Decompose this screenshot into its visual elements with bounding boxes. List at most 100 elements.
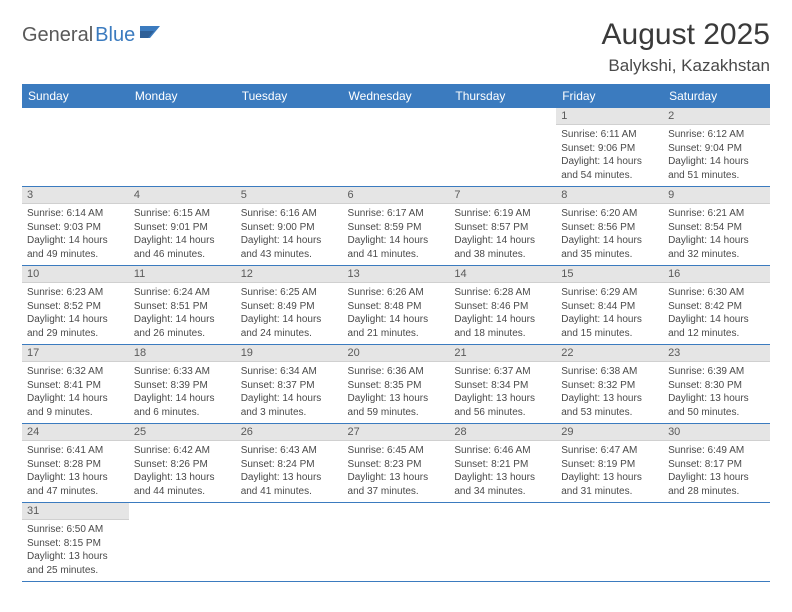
day-cell: 26Sunrise: 6:43 AMSunset: 8:24 PMDayligh…: [236, 424, 343, 503]
day-body: Sunrise: 6:39 AMSunset: 8:30 PMDaylight:…: [663, 362, 770, 423]
sunrise-text: Sunrise: 6:38 AM: [561, 365, 658, 379]
day-number: 18: [129, 345, 236, 362]
sunset-text: Sunset: 8:39 PM: [134, 379, 231, 393]
day-body: Sunrise: 6:42 AMSunset: 8:26 PMDaylight:…: [129, 441, 236, 502]
day-cell: 7Sunrise: 6:19 AMSunset: 8:57 PMDaylight…: [449, 187, 556, 266]
day-cell: 5 Sunrise: 6:16 AMSunset: 9:00 PMDaylight…: [236, 187, 343, 266]
sunset-text: Sunset: 8:51 PM: [134, 300, 231, 314]
day-number: 26: [236, 424, 343, 441]
day-body: Sunrise: 6:24 AMSunset: 8:51 PMDaylight:…: [129, 283, 236, 344]
day-number: 5: [236, 187, 343, 204]
day-cell: 15Sunrise: 6:29 AMSunset: 8:44 PMDayligh…: [556, 266, 663, 345]
brand-logo: GeneralBlue: [22, 24, 162, 47]
day-body: Sunrise: 6:32 AMSunset: 8:41 PMDaylight:…: [22, 362, 129, 423]
day-cell: 18Sunrise: 6:33 AMSunset: 8:39 PMDayligh…: [129, 345, 236, 424]
daylight-text: Daylight: 13 hours and 28 minutes.: [668, 471, 765, 498]
day-cell: 3Sunrise: 6:14 AMSunset: 9:03 PMDaylight…: [22, 187, 129, 266]
daylight-text: Daylight: 13 hours and 59 minutes.: [348, 392, 445, 419]
day-body: Sunrise: 6:17 AMSunset: 8:59 PMDaylight:…: [343, 204, 450, 265]
day-number: 6: [343, 187, 450, 204]
sunrise-text: Sunrise: 6:16 AM: [241, 207, 338, 221]
sunset-text: Sunset: 8:17 PM: [668, 458, 765, 472]
sunrise-text: Sunrise: 6:15 AM: [134, 207, 231, 221]
day-cell: 14Sunrise: 6:28 AMSunset: 8:46 PMDayligh…: [449, 266, 556, 345]
day-body: Sunrise: 6:36 AMSunset: 8:35 PMDaylight:…: [343, 362, 450, 423]
empty-cell: [129, 503, 236, 582]
sunrise-text: Sunrise: 6:19 AM: [454, 207, 551, 221]
day-number: 20: [343, 345, 450, 362]
sunrise-text: Sunrise: 6:37 AM: [454, 365, 551, 379]
sunrise-text: Sunrise: 6:20 AM: [561, 207, 658, 221]
day-body: Sunrise: 6:20 AMSunset: 8:56 PMDaylight:…: [556, 204, 663, 265]
sunset-text: Sunset: 8:48 PM: [348, 300, 445, 314]
day-body: Sunrise: 6:43 AMSunset: 8:24 PMDaylight:…: [236, 441, 343, 502]
empty-cell: [663, 503, 770, 582]
sunrise-text: Sunrise: 6:30 AM: [668, 286, 765, 300]
day-cell: 31Sunrise: 6:50 AMSunset: 8:15 PMDayligh…: [22, 503, 129, 582]
daylight-text: Daylight: 14 hours and 6 minutes.: [134, 392, 231, 419]
sunset-text: Sunset: 9:01 PM: [134, 221, 231, 235]
day-number: 21: [449, 345, 556, 362]
weekday-header: Friday: [556, 84, 663, 108]
daylight-text: Daylight: 14 hours and 41 minutes.: [348, 234, 445, 261]
month-title: August 2025: [602, 18, 770, 52]
day-body: Sunrise: 6:38 AMSunset: 8:32 PMDaylight:…: [556, 362, 663, 423]
calendar-row: 10Sunrise: 6:23 AMSunset: 8:52 PMDayligh…: [22, 266, 770, 345]
empty-cell: [556, 503, 663, 582]
weekday-header: Monday: [129, 84, 236, 108]
brand-part1: General: [22, 24, 93, 47]
sunset-text: Sunset: 8:59 PM: [348, 221, 445, 235]
day-cell: 8Sunrise: 6:20 AMSunset: 8:56 PMDaylight…: [556, 187, 663, 266]
day-number: 25: [129, 424, 236, 441]
daylight-text: Daylight: 13 hours and 34 minutes.: [454, 471, 551, 498]
sunrise-text: Sunrise: 6:28 AM: [454, 286, 551, 300]
day-number: 3: [22, 187, 129, 204]
day-number: 31: [22, 503, 129, 520]
sunrise-text: Sunrise: 6:47 AM: [561, 444, 658, 458]
day-cell: 10Sunrise: 6:23 AMSunset: 8:52 PMDayligh…: [22, 266, 129, 345]
sunrise-text: Sunrise: 6:36 AM: [348, 365, 445, 379]
sunset-text: Sunset: 9:06 PM: [561, 142, 658, 156]
sunset-text: Sunset: 8:37 PM: [241, 379, 338, 393]
weekday-header-row: Sunday Monday Tuesday Wednesday Thursday…: [22, 84, 770, 108]
day-cell: 13Sunrise: 6:26 AMSunset: 8:48 PMDayligh…: [343, 266, 450, 345]
weekday-header: Saturday: [663, 84, 770, 108]
sunset-text: Sunset: 8:24 PM: [241, 458, 338, 472]
day-cell: 23Sunrise: 6:39 AMSunset: 8:30 PMDayligh…: [663, 345, 770, 424]
daylight-text: Daylight: 13 hours and 37 minutes.: [348, 471, 445, 498]
daylight-text: Daylight: 14 hours and 35 minutes.: [561, 234, 658, 261]
sunset-text: Sunset: 8:46 PM: [454, 300, 551, 314]
day-number: 27: [343, 424, 450, 441]
weekday-header: Sunday: [22, 84, 129, 108]
sunset-text: Sunset: 8:15 PM: [27, 537, 124, 551]
empty-cell: [236, 503, 343, 582]
sunset-text: Sunset: 9:00 PM: [241, 221, 338, 235]
empty-cell: [343, 108, 450, 187]
sunrise-text: Sunrise: 6:49 AM: [668, 444, 765, 458]
weekday-header: Thursday: [449, 84, 556, 108]
day-body: Sunrise: 6:14 AMSunset: 9:03 PMDaylight:…: [22, 204, 129, 265]
day-number: 16: [663, 266, 770, 283]
daylight-text: Daylight: 14 hours and 54 minutes.: [561, 155, 658, 182]
sunset-text: Sunset: 8:34 PM: [454, 379, 551, 393]
day-body: Sunrise: 6:47 AMSunset: 8:19 PMDaylight:…: [556, 441, 663, 502]
daylight-text: Daylight: 13 hours and 25 minutes.: [27, 550, 124, 577]
day-cell: 24Sunrise: 6:41 AMSunset: 8:28 PMDayligh…: [22, 424, 129, 503]
daylight-text: Daylight: 14 hours and 43 minutes.: [241, 234, 338, 261]
daylight-text: Daylight: 14 hours and 18 minutes.: [454, 313, 551, 340]
calendar-table: Sunday Monday Tuesday Wednesday Thursday…: [22, 84, 770, 582]
daylight-text: Daylight: 14 hours and 24 minutes.: [241, 313, 338, 340]
sunrise-text: Sunrise: 6:34 AM: [241, 365, 338, 379]
sunrise-text: Sunrise: 6:12 AM: [668, 128, 765, 142]
daylight-text: Daylight: 14 hours and 21 minutes.: [348, 313, 445, 340]
day-number: 24: [22, 424, 129, 441]
sunset-text: Sunset: 8:19 PM: [561, 458, 658, 472]
sunset-text: Sunset: 8:44 PM: [561, 300, 658, 314]
day-number: 17: [22, 345, 129, 362]
day-cell: 20Sunrise: 6:36 AMSunset: 8:35 PMDayligh…: [343, 345, 450, 424]
sunset-text: Sunset: 9:03 PM: [27, 221, 124, 235]
sunrise-text: Sunrise: 6:41 AM: [27, 444, 124, 458]
day-cell: 16Sunrise: 6:30 AMSunset: 8:42 PMDayligh…: [663, 266, 770, 345]
sunrise-text: Sunrise: 6:39 AM: [668, 365, 765, 379]
sunset-text: Sunset: 8:56 PM: [561, 221, 658, 235]
